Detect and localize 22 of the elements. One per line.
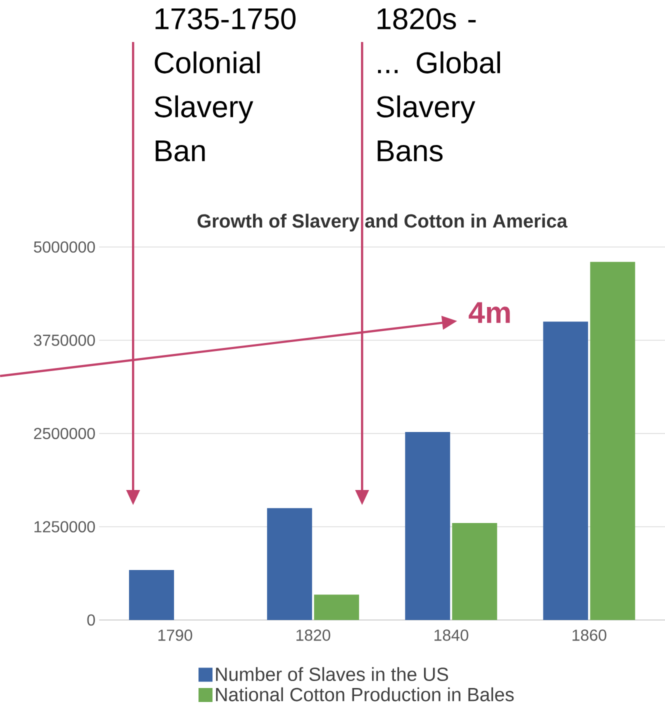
- text: 1735-1750 Colonial Slavery Ban: [154, 8, 296, 162]
- bar: [404, 432, 450, 620]
- x-tick-label: 1790: [158, 630, 192, 641]
- x-tick-label: 1840: [434, 630, 468, 641]
- x-tick-label: 1820: [296, 630, 330, 641]
- annotation: 4m: [468, 302, 510, 323]
- bar: [314, 594, 359, 620]
- bar: [266, 508, 312, 620]
- y-tick-label: 1250000: [34, 521, 95, 532]
- legend-label: National Cotton Production in Bales: [216, 687, 514, 702]
- x-tick-label: 1860: [572, 630, 606, 641]
- text: 1820s - ... Global Slavery Bans: [376, 8, 500, 162]
- bar: [542, 322, 588, 620]
- y-tick-label: 0: [87, 614, 95, 626]
- chart-title: Growth of Slavery and Cotton in America: [197, 214, 568, 232]
- bar: [452, 523, 497, 620]
- y-tick-label: 2500000: [34, 428, 95, 440]
- legend-label: Number of Slaves in the US: [216, 667, 448, 682]
- bar: [128, 570, 174, 620]
- y-tick-label: 3750000: [34, 334, 95, 346]
- bar: [590, 262, 635, 620]
- y-tick-label: 5000000: [34, 241, 95, 253]
